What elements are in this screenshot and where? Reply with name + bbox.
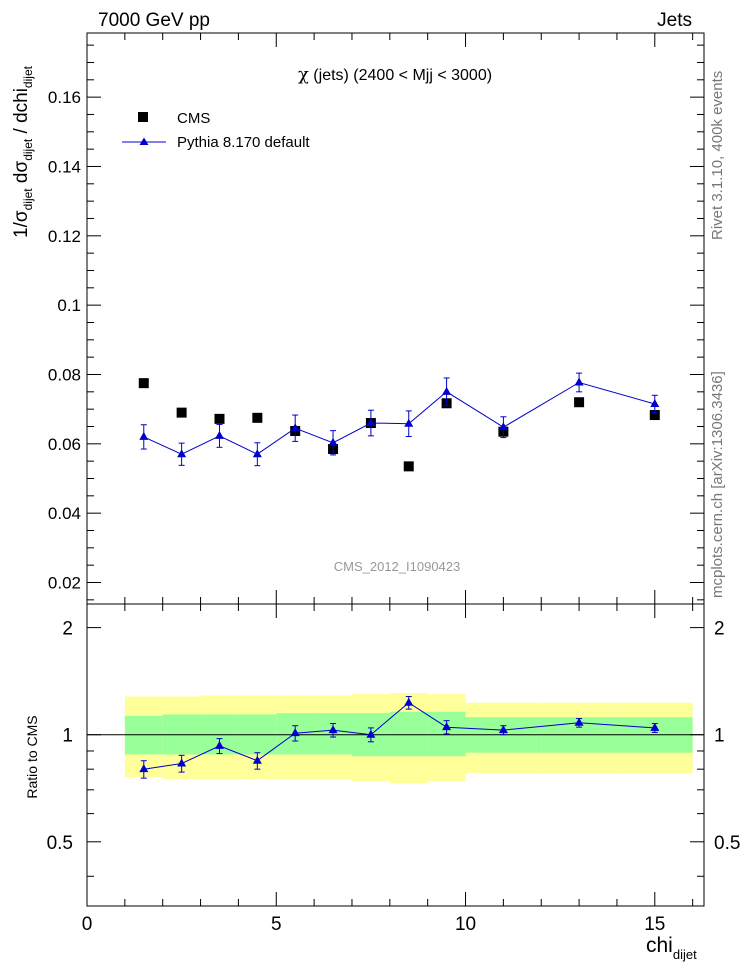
ratio-y-tick-label: 0.5 bbox=[47, 833, 73, 854]
ratio-panel bbox=[87, 692, 704, 784]
header-left: 7000 GeV pp bbox=[98, 10, 210, 31]
ratio-point bbox=[442, 722, 452, 731]
legend: CMS Pythia 8.170 default bbox=[122, 110, 310, 151]
ratio-point bbox=[290, 728, 300, 737]
pythia-point bbox=[498, 422, 508, 431]
ratio-y-tick-label-right: 2 bbox=[714, 619, 725, 640]
legend-pythia-label: Pythia 8.170 default bbox=[177, 134, 310, 151]
x-tick-label: 15 bbox=[644, 914, 665, 935]
x-tick-label: 10 bbox=[455, 914, 476, 935]
cms-point bbox=[214, 413, 225, 424]
cms-point bbox=[176, 407, 187, 418]
pythia-point bbox=[252, 449, 262, 458]
y-tick-label: 0.08 bbox=[48, 365, 81, 384]
y-tick-label: 0.14 bbox=[48, 157, 81, 176]
pythia-point bbox=[366, 418, 376, 427]
watermark: CMS_2012_I1090423 bbox=[334, 559, 461, 574]
x-axis-label: chidijet bbox=[646, 934, 697, 962]
main-panel bbox=[138, 372, 660, 472]
pythia-point bbox=[404, 418, 414, 427]
pythia-point bbox=[574, 377, 584, 386]
header-right: Jets bbox=[657, 10, 692, 31]
cms-point bbox=[252, 412, 263, 423]
y-tick-label: 0.12 bbox=[48, 227, 81, 246]
ratio-point bbox=[498, 725, 508, 734]
cms-point bbox=[649, 410, 660, 421]
ratio-y-tick-label: 1 bbox=[62, 726, 73, 747]
x-tick-label: 0 bbox=[82, 914, 93, 935]
pythia-point bbox=[177, 449, 187, 458]
mcplots-label: mcplots.cern.ch [arXiv:1306.3436] bbox=[709, 371, 726, 598]
ratio-point bbox=[366, 729, 376, 738]
ratio-y-tick-label: 2 bbox=[62, 619, 73, 640]
pythia-point bbox=[290, 423, 300, 432]
ratio-point bbox=[650, 722, 660, 731]
pythia-point bbox=[650, 398, 660, 407]
pythia-point bbox=[139, 431, 149, 440]
legend-cms-label: CMS bbox=[177, 110, 210, 127]
ratio-y-tick-label-right: 1 bbox=[714, 726, 725, 747]
cms-point bbox=[574, 397, 585, 408]
rivet-label: Rivet 3.1.10, 400k events bbox=[709, 71, 726, 240]
ratio-band-inner bbox=[389, 711, 428, 757]
chart-title: χ (jets) (2400 < Mjj < 3000) bbox=[298, 64, 492, 85]
cms-point bbox=[138, 378, 149, 389]
pythia-point bbox=[442, 386, 452, 395]
legend-pythia-marker bbox=[139, 137, 149, 145]
y-tick-label: 0.16 bbox=[48, 88, 81, 107]
legend-cms-marker bbox=[138, 112, 148, 122]
ratio-frame bbox=[86, 603, 705, 907]
y-tick-label: 0.04 bbox=[48, 504, 81, 523]
y-tick-label: 0.02 bbox=[48, 574, 81, 593]
y-tick-label: 0.1 bbox=[57, 296, 81, 315]
y-axis-label: 1/σdijet dσdijet / dchidijet bbox=[11, 65, 35, 238]
ratio-point bbox=[177, 758, 187, 767]
pythia-point bbox=[214, 430, 224, 439]
ratio-point bbox=[404, 697, 414, 706]
ratio-y-tick-label-right: 0.5 bbox=[714, 833, 740, 854]
cms-point bbox=[403, 461, 414, 472]
y-tick-label: 0.06 bbox=[48, 435, 81, 454]
pythia-point bbox=[328, 437, 338, 446]
ratio-point bbox=[214, 740, 224, 749]
pythia-line bbox=[143, 381, 655, 455]
ratio-point bbox=[328, 725, 338, 734]
ratio-point bbox=[252, 755, 262, 764]
ratio-axes: 0 5 10 15 0.5 0.5 1 1 2 2 bbox=[47, 619, 741, 935]
x-tick-label: 5 bbox=[271, 914, 282, 935]
main-axes: 0.02 0.04 0.06 0.08 0.1 0.12 0.14 0.16 bbox=[48, 33, 704, 618]
ratio-point bbox=[139, 764, 149, 773]
ratio-y-label: Ratio to CMS bbox=[24, 715, 40, 798]
ratio-point bbox=[574, 717, 584, 726]
ratio-line bbox=[143, 702, 655, 770]
